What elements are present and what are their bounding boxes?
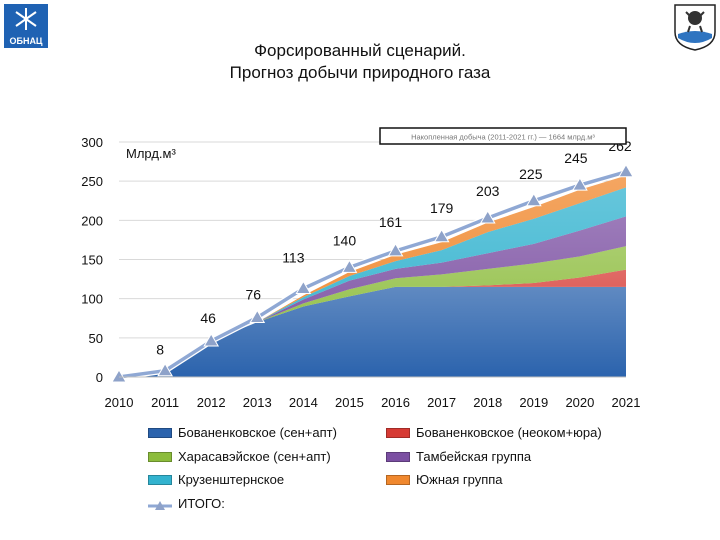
y-tick-label: 300 xyxy=(81,135,103,150)
legend-item: Тамбейская группа xyxy=(386,449,531,464)
total-data-label: 113 xyxy=(282,249,305,265)
y-tick-label: 250 xyxy=(81,174,103,189)
legend-swatch xyxy=(148,427,172,438)
snowflake-logo-icon: ОБНАЦ xyxy=(4,4,48,48)
legend-swatch xyxy=(148,474,172,485)
legend-label: Бованенковское (сен+апт) xyxy=(178,425,337,440)
total-marker xyxy=(341,259,358,273)
legend-swatch xyxy=(386,427,410,438)
x-tick-label: 2013 xyxy=(243,395,272,410)
legend-label: Тамбейская группа xyxy=(416,449,532,464)
x-tick-label: 2010 xyxy=(105,395,134,410)
annotation-box: Накопленная добыча (2011-2021 гг.) — 166… xyxy=(379,127,627,145)
x-tick-label: 2019 xyxy=(519,395,548,410)
total-data-label: 161 xyxy=(379,214,403,230)
x-tick-label: 2011 xyxy=(151,395,179,410)
legend-item: Харасавэйское (сен+апт) xyxy=(148,449,331,464)
legend-swatch xyxy=(386,451,410,462)
y-tick-label: 50 xyxy=(89,331,103,346)
legend-label: Крузенштернское xyxy=(178,472,285,487)
total-marker xyxy=(433,228,450,243)
total-data-label: 225 xyxy=(519,166,543,182)
total-marker xyxy=(157,362,173,377)
legend-label: Южная группа xyxy=(416,472,503,487)
title-line-1: Форсированный сценарий. xyxy=(254,41,466,60)
total-marker xyxy=(249,309,266,323)
area-series-shine xyxy=(119,175,626,377)
total-data-label: 140 xyxy=(333,232,357,248)
chart-legend: Бованенковское (сен+апт) Бованенковское (… xyxy=(148,420,628,516)
annotation-text: Накопленная добыча (2011-2021 гг.) — 166… xyxy=(411,133,595,142)
legend-item: Крузенштернское xyxy=(148,472,284,487)
legend-swatch xyxy=(148,451,172,462)
y-tick-label: 200 xyxy=(81,213,103,228)
x-tick-label: 2020 xyxy=(565,395,594,410)
x-tick-label: 2012 xyxy=(197,395,226,410)
x-tick-label: 2014 xyxy=(289,395,318,410)
legend-item: ИТОГО: xyxy=(148,496,225,511)
total-data-label: 8 xyxy=(156,342,164,358)
total-data-label: 46 xyxy=(200,310,216,326)
title-line-2: Прогноз добычи природного газа xyxy=(229,63,491,82)
x-tick-label: 2015 xyxy=(335,395,364,410)
chart-title: Форсированный сценарий. Прогноз добычи п… xyxy=(150,40,570,84)
total-marker xyxy=(203,332,220,347)
legend-line-marker xyxy=(148,499,172,510)
logo-left-text: ОБНАЦ xyxy=(9,36,42,46)
x-tick-label: 2017 xyxy=(427,395,456,410)
area-series-shine xyxy=(119,187,626,377)
total-marker xyxy=(572,177,588,191)
total-marker xyxy=(525,192,542,207)
area-series-shine xyxy=(119,246,626,377)
legend-item: Бованенковское (сен+апт) xyxy=(148,425,337,440)
total-marker xyxy=(387,242,404,257)
total-data-label: 179 xyxy=(430,200,454,216)
legend-swatch xyxy=(386,474,410,485)
legend-item: Южная группа xyxy=(386,472,503,487)
total-marker xyxy=(111,369,127,383)
total-data-label: 203 xyxy=(476,183,500,199)
legend-label: Бованенковское (неоком+юра) xyxy=(416,425,602,440)
area-series-shine xyxy=(119,216,626,377)
total-data-label: 245 xyxy=(564,150,588,166)
total-marker xyxy=(618,163,634,178)
total-marker xyxy=(479,209,496,224)
y-tick-label: 0 xyxy=(96,370,103,385)
area-series-shine xyxy=(119,269,626,377)
coat-of-arms-icon xyxy=(674,4,716,51)
total-marker xyxy=(295,280,312,294)
y-tick-label: 100 xyxy=(81,292,103,307)
area-series-shine xyxy=(119,286,626,377)
total-data-label: 76 xyxy=(245,286,261,302)
legend-label: ИТОГО: xyxy=(178,496,225,511)
x-tick-label: 2021 xyxy=(612,395,641,410)
legend-item: Бованенковское (неоком+юра) xyxy=(386,425,602,440)
legend-label: Харасавэйское (сен+апт) xyxy=(178,449,331,464)
x-tick-label: 2018 xyxy=(473,395,502,410)
y-axis-label: Млрд.м³ xyxy=(126,146,176,161)
total-line xyxy=(118,170,627,379)
x-tick-label: 2016 xyxy=(381,395,410,410)
y-tick-label: 150 xyxy=(81,253,103,268)
